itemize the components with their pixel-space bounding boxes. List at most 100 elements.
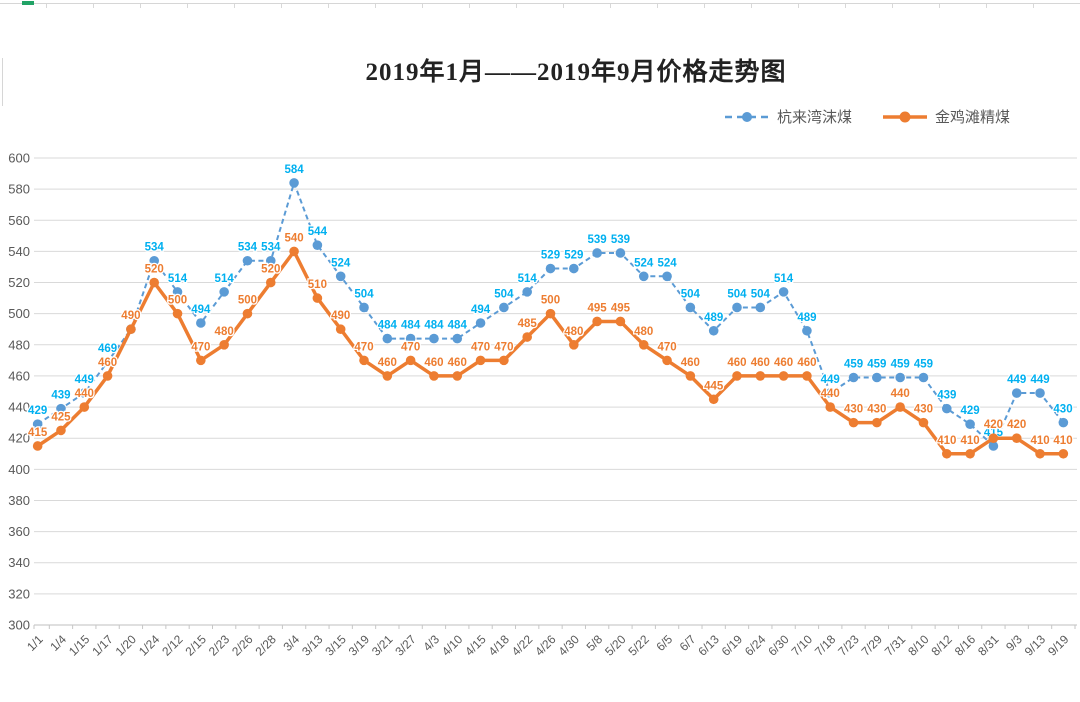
data-point-marker[interactable] bbox=[685, 371, 696, 381]
data-point-label: 500 bbox=[238, 295, 257, 307]
data-point-marker[interactable] bbox=[499, 355, 509, 366]
data-point-marker[interactable] bbox=[802, 325, 812, 336]
data-point-marker[interactable] bbox=[522, 287, 532, 297]
data-point-marker[interactable] bbox=[32, 441, 43, 451]
data-point-marker[interactable] bbox=[219, 287, 229, 297]
data-point-marker[interactable] bbox=[825, 402, 836, 412]
data-point-label: 539 bbox=[588, 234, 607, 246]
data-point-marker[interactable] bbox=[522, 332, 532, 342]
data-point-marker[interactable] bbox=[452, 371, 463, 381]
data-point-marker[interactable] bbox=[732, 302, 742, 313]
data-point-marker[interactable] bbox=[988, 433, 999, 444]
data-point-marker[interactable] bbox=[312, 240, 323, 250]
data-point-marker[interactable] bbox=[172, 308, 183, 319]
data-point-marker[interactable] bbox=[289, 178, 299, 188]
data-point-marker[interactable] bbox=[755, 302, 766, 313]
data-point-marker[interactable] bbox=[941, 448, 952, 459]
data-point-marker[interactable] bbox=[242, 255, 253, 266]
data-point-marker[interactable] bbox=[79, 402, 90, 412]
data-point-marker[interactable] bbox=[638, 340, 649, 350]
data-point-marker[interactable] bbox=[172, 287, 183, 297]
data-point-marker[interactable] bbox=[872, 372, 882, 383]
data-point-marker[interactable] bbox=[569, 263, 579, 274]
data-point-marker[interactable] bbox=[405, 355, 416, 366]
data-point-marker[interactable] bbox=[382, 333, 393, 344]
data-point-marker[interactable] bbox=[219, 340, 229, 350]
data-point-marker[interactable] bbox=[732, 371, 742, 381]
data-point-marker[interactable] bbox=[965, 448, 975, 459]
data-point-marker[interactable] bbox=[895, 402, 905, 412]
data-point-marker[interactable] bbox=[918, 372, 929, 383]
data-point-marker[interactable] bbox=[359, 355, 369, 366]
data-point-marker[interactable] bbox=[638, 271, 649, 282]
data-point-marker[interactable] bbox=[102, 357, 113, 367]
x-axis-label: 4/15 bbox=[462, 632, 489, 659]
data-point-marker[interactable] bbox=[778, 371, 789, 381]
data-point-marker[interactable] bbox=[1035, 388, 1045, 398]
data-point-marker[interactable] bbox=[965, 419, 975, 429]
data-point-marker[interactable] bbox=[149, 277, 160, 288]
data-point-marker[interactable] bbox=[289, 246, 299, 257]
data-point-marker[interactable] bbox=[196, 355, 206, 366]
data-point-marker[interactable] bbox=[592, 316, 602, 327]
data-point-marker[interactable] bbox=[382, 371, 393, 381]
y-axis-label: 480 bbox=[8, 337, 30, 352]
data-point-marker[interactable] bbox=[545, 263, 556, 274]
data-point-marker[interactable] bbox=[405, 333, 416, 344]
data-point-marker[interactable] bbox=[592, 248, 602, 258]
data-point-marker[interactable] bbox=[102, 371, 113, 381]
legend-item-hanglaiwan[interactable]: 杭来湾沫煤 bbox=[724, 106, 852, 127]
data-point-marker[interactable] bbox=[615, 248, 626, 258]
y-axis-label: 560 bbox=[8, 213, 30, 228]
data-point-marker[interactable] bbox=[941, 403, 952, 414]
data-point-marker[interactable] bbox=[1011, 388, 1022, 398]
data-point-marker[interactable] bbox=[79, 388, 90, 398]
data-point-marker[interactable] bbox=[708, 325, 719, 336]
data-point-marker[interactable] bbox=[312, 293, 323, 303]
data-point-marker[interactable] bbox=[802, 371, 812, 381]
data-point-marker[interactable] bbox=[242, 308, 253, 319]
data-point-marker[interactable] bbox=[56, 403, 66, 414]
data-point-marker[interactable] bbox=[825, 388, 836, 398]
data-point-marker[interactable] bbox=[499, 302, 509, 313]
data-point-marker[interactable] bbox=[1011, 433, 1022, 444]
data-point-marker[interactable] bbox=[918, 417, 929, 428]
data-point-marker[interactable] bbox=[1058, 417, 1069, 428]
data-point-marker[interactable] bbox=[1035, 448, 1045, 459]
data-point-marker[interactable] bbox=[1058, 448, 1069, 459]
data-point-marker[interactable] bbox=[429, 333, 439, 344]
data-point-marker[interactable] bbox=[149, 255, 160, 266]
data-point-marker[interactable] bbox=[848, 417, 859, 428]
data-point-label: 460 bbox=[98, 357, 117, 369]
data-point-marker[interactable] bbox=[335, 271, 346, 282]
data-point-marker[interactable] bbox=[988, 441, 999, 451]
data-point-marker[interactable] bbox=[452, 333, 463, 344]
data-point-marker[interactable] bbox=[126, 324, 136, 335]
data-point-marker[interactable] bbox=[359, 302, 369, 313]
data-point-marker[interactable] bbox=[265, 277, 276, 288]
data-point-marker[interactable] bbox=[708, 394, 719, 405]
data-point-marker[interactable] bbox=[429, 371, 439, 381]
data-point-marker[interactable] bbox=[848, 372, 859, 383]
y-axis-label: 580 bbox=[8, 182, 30, 197]
data-point-marker[interactable] bbox=[475, 318, 486, 328]
data-point-marker[interactable] bbox=[56, 425, 66, 436]
data-point-marker[interactable] bbox=[475, 355, 486, 366]
x-axis-label: 7/31 bbox=[882, 632, 909, 659]
data-point-marker[interactable] bbox=[662, 271, 672, 282]
data-point-marker[interactable] bbox=[569, 340, 579, 350]
data-point-marker[interactable] bbox=[32, 419, 43, 429]
data-point-marker[interactable] bbox=[895, 372, 905, 383]
data-point-marker[interactable] bbox=[755, 371, 766, 381]
data-point-marker[interactable] bbox=[196, 318, 206, 328]
data-point-marker[interactable] bbox=[335, 324, 346, 335]
data-point-marker[interactable] bbox=[265, 255, 276, 266]
data-point-marker[interactable] bbox=[662, 355, 672, 366]
data-point-marker[interactable] bbox=[545, 308, 556, 319]
data-point-marker[interactable] bbox=[872, 417, 882, 428]
data-point-marker[interactable] bbox=[615, 316, 626, 327]
data-point-marker[interactable] bbox=[778, 287, 789, 297]
data-point-label: 489 bbox=[704, 312, 723, 324]
legend-item-jinjitan[interactable]: 金鸡滩精煤 bbox=[882, 106, 1010, 127]
data-point-marker[interactable] bbox=[685, 302, 696, 313]
